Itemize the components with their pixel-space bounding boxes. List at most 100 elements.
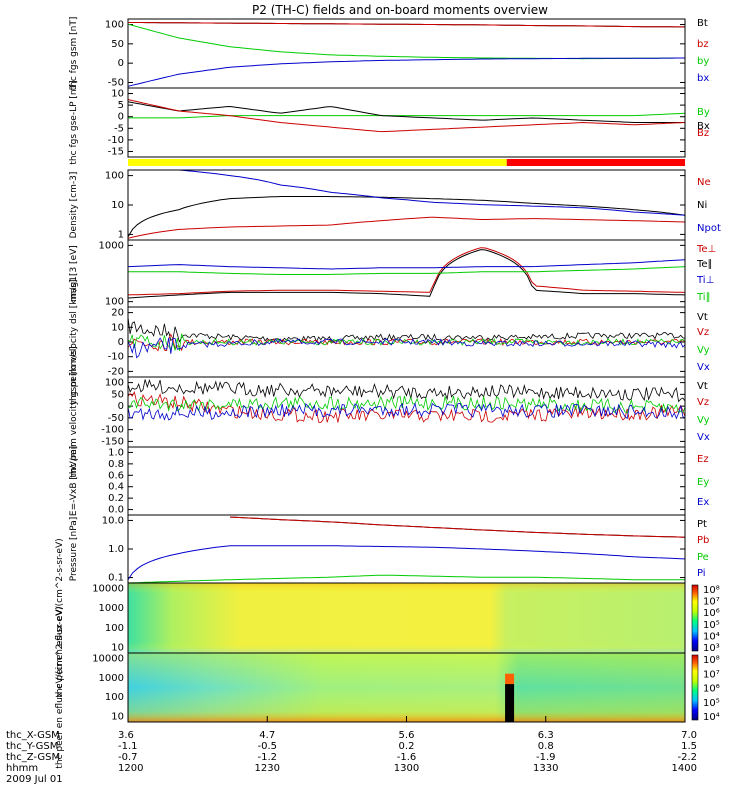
status-bar-yellow [128,159,507,166]
series-line-Ti∥ [128,266,686,275]
panel-4: mag1[3 [eV] 1000 100 Te⊥ Te∥ Ti⊥ Ti∥ [69,239,716,308]
colorbar-2 [691,654,699,721]
ytick-label: 5 [118,100,124,111]
panel-4-ylabel: mag1[3 [eV] [69,245,79,302]
series-line-Te⊥ [127,247,686,296]
series-line-Vt [127,317,686,343]
legend-Ex: Ex [697,497,709,508]
x-tick-value: -0.7 [118,752,138,763]
spectrogram-shading [128,583,685,653]
x-tick-value: -1.6 [397,752,417,763]
legend-Bx: Bx [697,121,710,132]
ytick-label: 10 [111,642,124,653]
ytick-label: 0.8 [108,459,124,470]
legend-Ez: Ez [697,454,709,465]
series-line-Ni [127,196,686,238]
series-line-By [128,112,686,119]
ytick-label: 100 [105,378,124,389]
ytick-label: 100 [105,171,124,182]
data-gap-edge [505,673,515,685]
panel-7-ylabel: E=-VxB [mV/m] [69,446,79,516]
series-line-bx [127,57,685,87]
ytick-label: 0.6 [108,470,124,481]
legend-Vx: Vx [697,362,710,373]
legend-Bt: Bt [697,18,708,29]
x-tick-value: 3.6 [118,730,134,741]
colorbar-label: 10⁵ [703,620,720,631]
x-tick-value: 1330 [533,763,558,774]
panel-1: thc fgs gsm [nT] 100 50 0 -50 Bt bz by bx [69,17,709,91]
legend-Pt: Pt [697,519,707,530]
panel-frame [127,514,686,584]
legend-bz: bz [697,39,709,50]
colorbar-label: 10⁶ [703,608,720,619]
series-line-Vz [127,390,686,423]
series-line-Npot [179,169,686,216]
legend-Vt: Vt [697,381,708,392]
x-tick-value: 1400 [672,763,697,774]
series-line-Te∥ [127,249,686,299]
x-axis-row-label: thc_X-GSM [6,730,60,741]
x-tick-value: 7.0 [681,730,697,741]
legend-Vt: Vt [697,312,708,323]
ytick-label: 100 [105,623,124,634]
panel-7: E=-VxB [mV/m] 1.00.80.60.40.20.0 Ez Ey Ex [69,446,709,516]
panel-8-ylabel: Pressure [nPa] [69,517,79,582]
series-line-Vx [127,337,686,359]
legend-By: By [697,107,710,118]
legend-Te∥: Te∥ [696,259,713,270]
x-tick-value: -1.1 [118,741,138,752]
x-tick-value: 6.3 [538,730,554,741]
colorbar-label: 10⁷ [703,669,720,680]
ytick-label: -10 [108,352,124,363]
ytick-label: 0.4 [108,482,124,493]
legend-Vy: Vy [697,345,710,356]
colorbar-label: 10⁴ [703,631,720,642]
series-line-Vy [127,395,686,414]
colorbar-1 [691,584,699,652]
ytick-label: 10 [111,322,124,333]
panel-2-ylabel: thc fgs gse-LP [nT] [69,80,79,164]
ytick-label: 0 [118,112,124,123]
ytick-label: 100 [105,20,124,31]
ytick-label: 50 [111,39,124,50]
series-line-Vx [127,402,686,421]
legend-by: by [697,56,709,67]
figure-title: P2 (TH-C) fields and on-board moments ov… [252,3,548,17]
x-tick-value: -2.2 [677,752,697,763]
colorbar-label: 10⁸ [703,655,720,666]
ytick-label: 0.1 [108,573,124,584]
ytick-label: 20 [111,308,124,319]
colorbar-label: 10⁴ [703,712,720,723]
colorbar-label: 10⁵ [703,698,720,709]
ytick-label: 0 [118,401,124,412]
legend-Pe: Pe [697,552,709,563]
ytick-label: 1000 [99,240,124,251]
legend-Ni: Ni [697,200,707,211]
series-line-bz [128,22,685,28]
x-tick-value: 1230 [255,763,280,774]
series-line-Pb [230,516,686,538]
panel-9-ylabel: thc peir en eflux eV/(cm^2-s-sr-eV) [55,538,65,697]
panel-6-ylabel: thc peim velocity gsm [km/s] [69,346,79,477]
series-line-Bz [127,99,686,133]
x-axis-row-label: thc_Z-GSM [6,752,60,763]
x-axis-row-label: thc_Y-GSM [6,741,58,752]
legend-Pb: Pb [697,535,709,546]
ytick-label: -100 [101,425,124,436]
x-tick-value: 0.2 [399,741,415,752]
ytick-label: 100 [105,297,124,308]
panel-10-ylabel: thc peer en eflux eV/(cm^2-s-sr-eV) [55,606,65,768]
ytick-label: 1000 [99,673,124,684]
ytick-label: 1000 [99,603,124,614]
status-bar-red [506,159,685,166]
ytick-label: 0.0 [108,505,124,516]
legend-Ey: Ey [697,477,709,488]
colorbar-label: 10⁸ [703,585,720,596]
series-line-Ne [127,216,686,239]
legend-Vz: Vz [697,397,709,408]
series-line-Vt [127,379,686,403]
